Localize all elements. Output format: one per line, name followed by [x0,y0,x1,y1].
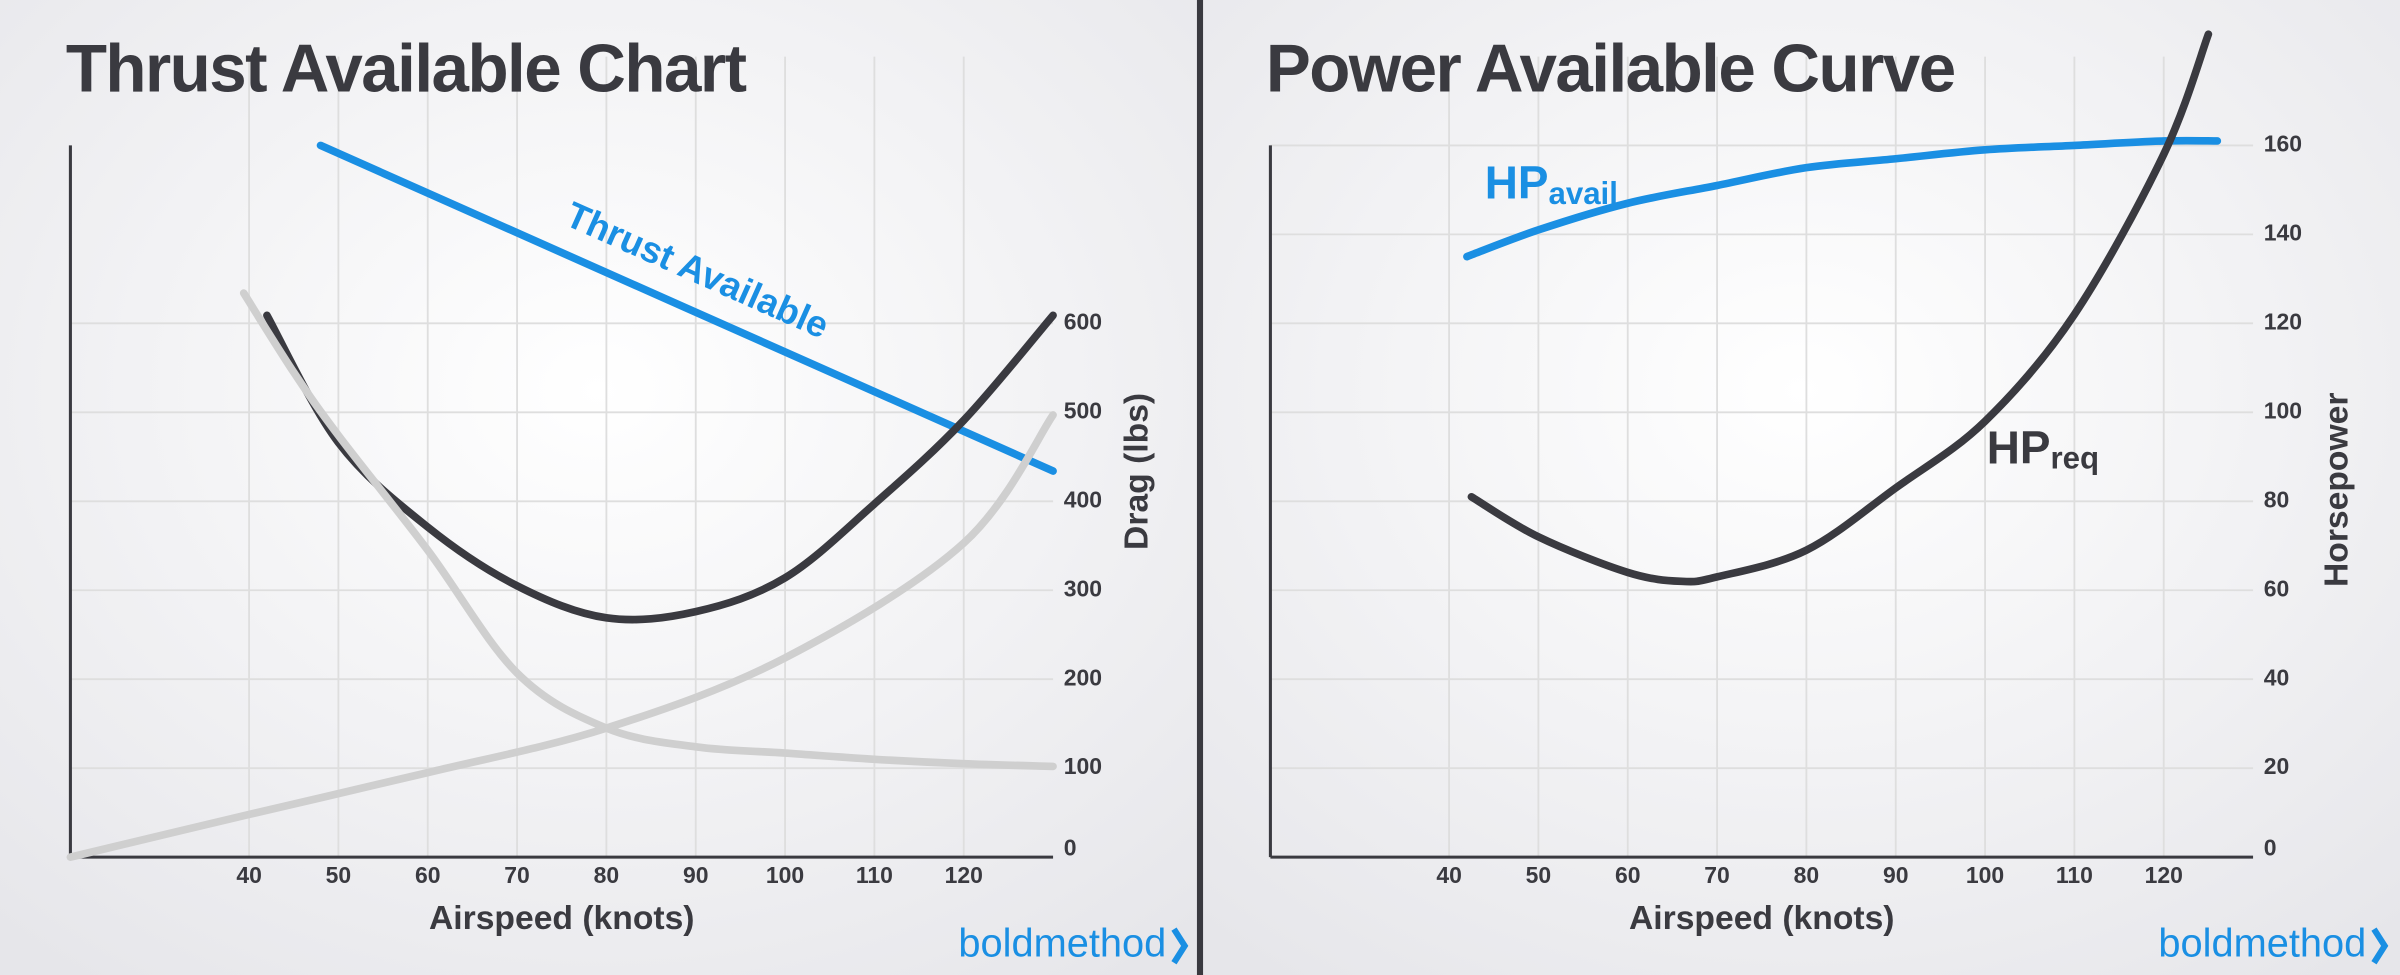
x-tick-label: 60 [415,862,441,888]
y-tick-label: 500 [1064,397,1102,423]
series-line [66,411,1057,861]
y-tick-label: 40 [2264,664,2290,690]
y-tick-label: 0 [2264,835,2277,861]
y-axis-label: Drag (lbs) [1119,393,1156,550]
x-tick-label: 90 [683,862,709,888]
x-tick-label: 80 [1794,862,1820,888]
y-tick-label: 140 [2264,219,2302,245]
y-tick-label: 80 [2264,486,2290,512]
series-label: HPavail [1485,157,1618,211]
watermark: boldmethod [2158,921,2366,965]
x-tick-label: 120 [945,862,983,888]
x-tick-label: 40 [1436,862,1462,888]
x-tick-label: 50 [326,862,352,888]
y-tick-label: 120 [2264,308,2302,334]
x-tick-label: 100 [766,862,804,888]
x-tick-label: 60 [1615,862,1641,888]
series-name: HP [1987,422,2051,474]
y-tick-label: 600 [1064,308,1102,334]
y-tick-label: 160 [2264,130,2302,156]
series-subscript: req [2051,441,2100,476]
x-tick-label: 110 [2056,862,2093,888]
left-panel [0,0,1197,975]
y-tick-label: 200 [1064,664,1102,690]
x-tick-label: 80 [594,862,620,888]
x-tick-label: 120 [2145,862,2183,888]
series-label: HPreq [1987,422,2099,476]
y-tick-label: 20 [2264,753,2290,779]
y-tick-label: 400 [1064,486,1102,512]
series-line [1463,136,2222,261]
right-panel [1203,0,2400,975]
x-tick-label: 70 [1704,862,1730,888]
x-tick-label: 50 [1526,862,1552,888]
y-tick-label: 100 [1064,753,1102,779]
y-tick-label: 0 [1064,835,1077,861]
y-axis-label: Horsepower [2319,393,2356,588]
x-tick-label: 40 [236,862,262,888]
chart-title: Thrust Available Chart [66,31,747,106]
x-axis-label: Airspeed (knots) [429,900,695,937]
y-tick-label: 60 [2264,575,2290,601]
y-tick-label: 300 [1064,575,1102,601]
x-tick-label: 90 [1883,862,1909,888]
x-tick-label: 110 [856,862,893,888]
series-name: HP [1485,157,1549,209]
series-subscript: avail [1548,176,1617,211]
x-tick-label: 100 [1966,862,2004,888]
series-line [316,141,1057,475]
watermark-chevron [1171,927,1189,965]
watermark-chevron [2371,927,2389,965]
series-line [1467,30,2213,586]
x-tick-label: 70 [504,862,530,888]
series-line [239,289,1057,771]
y-tick-label: 100 [2264,397,2302,423]
x-axis-label: Airspeed (knots) [1629,900,1895,937]
divider [1196,0,1204,975]
chart-title: Power Available Curve [1266,31,1955,106]
watermark: boldmethod [958,921,1166,965]
